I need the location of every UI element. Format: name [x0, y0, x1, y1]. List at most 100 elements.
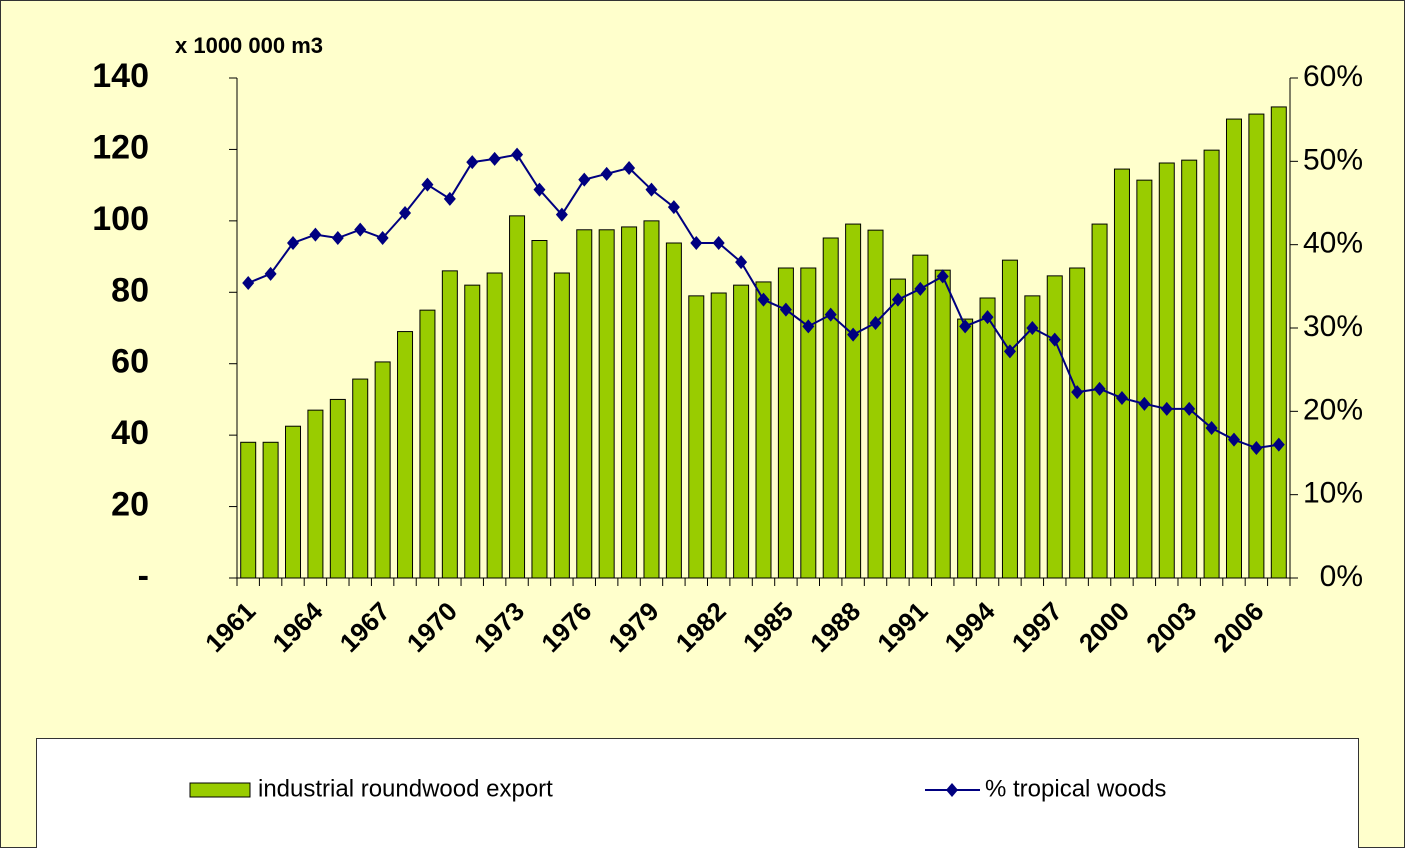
- line-marker: [309, 227, 322, 242]
- y-tick-label: 60: [111, 343, 149, 381]
- bar: [710, 292, 727, 579]
- bar: [1203, 149, 1220, 579]
- bar: [1046, 275, 1063, 579]
- line-marker: [1272, 437, 1285, 452]
- bar: [285, 425, 302, 579]
- bar: [867, 229, 884, 579]
- line-marker: [511, 147, 524, 162]
- line-marker: [1183, 401, 1196, 416]
- y2-tick-label: 0%: [1320, 560, 1363, 593]
- line-marker: [802, 319, 815, 334]
- bar: [397, 331, 414, 579]
- y-tick-label: 80: [111, 271, 149, 309]
- bar: [329, 398, 346, 579]
- bar: [1091, 223, 1108, 579]
- line-marker: [466, 155, 479, 170]
- line-marker: [914, 281, 927, 296]
- y-tick-label: 140: [92, 57, 149, 95]
- line-marker: [1048, 332, 1061, 347]
- bar: [1069, 267, 1086, 579]
- line-marker: [600, 166, 613, 181]
- line-marker: [645, 182, 658, 197]
- bar: [1024, 295, 1041, 579]
- line-marker: [959, 319, 972, 334]
- bar: [531, 240, 548, 579]
- bar: [733, 284, 750, 579]
- line-marker: [735, 255, 748, 270]
- line-marker: [1071, 385, 1084, 400]
- line-marker: [1205, 421, 1218, 435]
- line-marker: [287, 236, 300, 250]
- bar: [307, 409, 324, 579]
- line-marker: [421, 177, 434, 192]
- y-tick-label: 20: [111, 486, 149, 524]
- line-marker: [623, 161, 636, 175]
- bar: [643, 220, 660, 579]
- bar: [1181, 159, 1198, 579]
- bar: [822, 237, 839, 579]
- y-axis-title: x 1000 000 m3: [175, 33, 323, 58]
- bar: [1113, 168, 1130, 579]
- line-marker: [533, 182, 546, 197]
- bar: [845, 223, 862, 579]
- y2-tick-label: 20%: [1303, 393, 1363, 426]
- bar: [777, 267, 794, 579]
- line-marker: [936, 269, 949, 284]
- line-marker: [555, 207, 568, 222]
- bar: [889, 278, 906, 579]
- line-marker: [1138, 396, 1151, 411]
- line-marker: [981, 310, 994, 325]
- bar: [374, 361, 391, 579]
- legend-swatch: [189, 782, 251, 798]
- legend-label: industrial roundwood export: [258, 775, 553, 802]
- line-marker: [242, 276, 255, 290]
- y2-tick-label: 40%: [1303, 227, 1363, 260]
- bar: [1248, 113, 1265, 579]
- bar: [441, 270, 458, 579]
- bar: [576, 229, 593, 579]
- bar: [553, 272, 570, 579]
- line-marker: [376, 231, 389, 245]
- line-marker: [869, 316, 882, 330]
- line-marker: [1227, 432, 1240, 447]
- line-marker: [1093, 381, 1106, 396]
- line-marker: [891, 292, 904, 307]
- line-marker: [712, 236, 725, 250]
- line-marker: [757, 292, 770, 307]
- line-marker: [779, 302, 792, 317]
- bar: [621, 226, 638, 579]
- y-tick-label: 100: [92, 200, 149, 238]
- bar: [934, 269, 951, 579]
- legend-marker: [946, 783, 958, 797]
- line-marker: [1115, 391, 1128, 405]
- bar: [240, 441, 257, 579]
- line-marker: [847, 327, 860, 342]
- bar: [688, 295, 705, 579]
- y-tick-label: -: [138, 557, 149, 595]
- bar: [755, 281, 772, 579]
- legend-label: % tropical woods: [985, 775, 1166, 802]
- y2-tick-label: 30%: [1303, 310, 1363, 343]
- bar: [1158, 162, 1175, 579]
- y2-tick-label: 50%: [1303, 143, 1363, 176]
- legend-box: [36, 738, 1359, 848]
- bar: [598, 229, 615, 579]
- y2-tick-label: 60%: [1303, 60, 1363, 93]
- bar: [352, 378, 369, 579]
- y-tick-label: 40: [111, 414, 149, 452]
- bar: [419, 309, 436, 579]
- line-marker: [1003, 344, 1016, 359]
- bar: [1225, 118, 1242, 579]
- bar: [262, 441, 279, 579]
- bar: [957, 318, 974, 579]
- bar: [979, 297, 996, 579]
- bar: [1270, 106, 1287, 579]
- line-marker: [488, 151, 501, 166]
- line-marker: [1250, 441, 1263, 455]
- bar: [486, 272, 503, 579]
- line-marker: [578, 172, 591, 187]
- bar: [509, 215, 526, 579]
- bar: [1001, 259, 1018, 579]
